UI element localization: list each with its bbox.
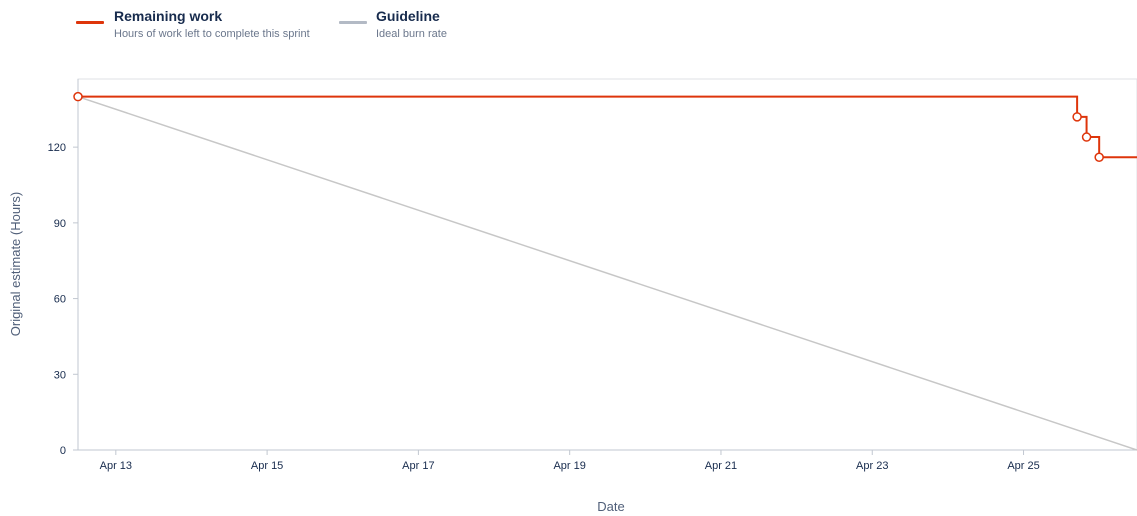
series-line-remaining-work <box>78 95 1137 159</box>
x-tick-label: Apr 17 <box>402 460 434 472</box>
x-tick-label: Apr 15 <box>251 460 283 472</box>
x-tick-label: Apr 19 <box>553 460 585 472</box>
y-tick-label: 120 <box>48 142 66 154</box>
legend-description-remaining-work: Hours of work left to complete this spri… <box>114 28 310 40</box>
data-point-remaining-work <box>73 91 83 102</box>
plot-frame <box>77 78 1137 451</box>
series-line-guideline <box>77 95 1137 451</box>
x-tick-label: Apr 21 <box>705 460 737 472</box>
series-layer <box>73 91 1137 451</box>
y-tick-label: 90 <box>54 218 66 230</box>
plot-border <box>77 78 1137 451</box>
x-axis-title: Date <box>597 499 624 514</box>
x-axis-ticks: Apr 13 Apr 15 Apr 17 Apr 19 Apr 21 Apr 23 Apr … <box>100 450 1040 472</box>
legend-title-guideline: Guideline <box>376 8 440 24</box>
y-tick-label: 0 <box>60 445 66 457</box>
data-point-remaining-work <box>1072 112 1082 122</box>
y-axis-ticks: 0 30 60 90 120 <box>48 142 78 457</box>
remaining-work-swatch <box>76 21 104 24</box>
data-point-remaining-work <box>1081 132 1092 142</box>
chart-legend: Remaining work Hours of work left to com… <box>0 0 1137 60</box>
y-tick-label: 60 <box>54 294 66 306</box>
legend-title-remaining-work: Remaining work <box>114 8 223 24</box>
y-axis-title: Original estimate (Hours) <box>8 192 23 337</box>
legend-description-guideline: Ideal burn rate <box>376 28 447 40</box>
y-tick-label: 30 <box>54 369 66 381</box>
guideline-swatch <box>339 21 367 24</box>
x-tick-label: Apr 23 <box>856 460 888 472</box>
data-point-remaining-work <box>1094 152 1104 162</box>
x-tick-label: Apr 13 <box>100 460 132 472</box>
x-tick-label: Apr 25 <box>1007 460 1039 472</box>
